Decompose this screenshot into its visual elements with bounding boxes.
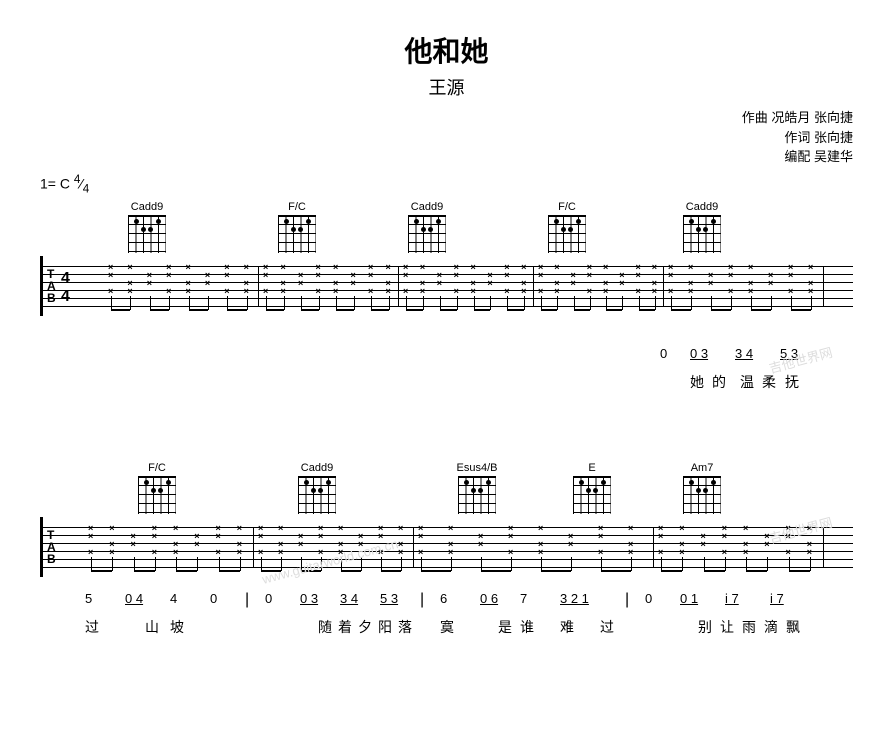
jianpu-number: 0 4 <box>125 591 143 606</box>
lyric-char: 落 <box>398 617 412 637</box>
jianpu-number: 0 1 <box>680 591 698 606</box>
jianpu-number: 5 <box>85 591 92 606</box>
jianpu-number: 7 <box>520 591 527 606</box>
lyric-char: 雨 <box>742 617 756 637</box>
lyric-char: 山 <box>145 617 159 637</box>
lyric-row-1: 她的温柔抚 <box>40 372 853 412</box>
lyric-char: 谁 <box>520 617 534 637</box>
lyric-char: 夕 <box>358 617 372 637</box>
number-row-1: 0 0 3 3 4 5 3 <box>40 346 853 366</box>
jianpu-number: | <box>625 591 629 609</box>
jianpu-number: 0 <box>210 591 217 606</box>
chord-grid <box>128 215 166 253</box>
jianpu-number: 3 4 <box>735 346 753 361</box>
jianpu-number: 0 <box>660 346 667 361</box>
song-title: 他和她 <box>40 30 853 70</box>
composer-label: 作曲 <box>742 110 768 125</box>
tab-staff-2: T A B ××××××××××××××××××××××××××××××××××… <box>40 517 853 577</box>
lyric-row-2: 过 山坡 随着夕阳落 寞 是谁 难 过 别让雨滴飘 <box>40 617 853 657</box>
chord-name: E <box>570 462 614 474</box>
jianpu-number: 0 <box>265 591 272 606</box>
number-row-2: 5 0 4 4 0 | 0 0 3 3 4 5 3 | 6 0 6 7 3 2 1 | 0 0 1 i 7 i 7 <box>40 591 853 611</box>
chord-grid <box>683 476 721 514</box>
chord-name: Cadd9 <box>680 201 724 213</box>
chord-diagram: Esus4/B <box>455 462 499 514</box>
lyric-char: 让 <box>720 617 734 637</box>
chord-name: F/C <box>135 462 179 474</box>
chord-name: Am7 <box>680 462 724 474</box>
chord-grid <box>573 476 611 514</box>
chord-name: Esus4/B <box>455 462 499 474</box>
jianpu-number: i 7 <box>725 591 739 606</box>
lyric-char: 寞 <box>440 617 454 637</box>
jianpu-number: 5 3 <box>380 591 398 606</box>
chord-grid <box>408 215 446 253</box>
chord-grid <box>548 215 586 253</box>
chord-diagram: F/C <box>135 462 179 514</box>
chord-diagram: Cadd9 <box>295 462 339 514</box>
jianpu-number: 3 2 1 <box>560 591 589 606</box>
chord-grid <box>683 215 721 253</box>
lyric-char: 是 <box>498 617 512 637</box>
arranger-name: 吴建华 <box>814 149 853 164</box>
lyric-char: 柔 <box>762 372 776 392</box>
chord-grid <box>138 476 176 514</box>
composer-name: 况皓月 张向捷 <box>771 110 853 125</box>
jianpu-number: 0 6 <box>480 591 498 606</box>
chord-diagram: F/C <box>545 201 589 253</box>
artist-name: 王源 <box>40 74 853 100</box>
lyric-char: 阳 <box>378 617 392 637</box>
chord-diagram: Am7 <box>680 462 724 514</box>
lyric-char: 坡 <box>170 617 184 637</box>
chord-name: F/C <box>545 201 589 213</box>
system-2: F/C Cadd9 Esus4/B E Am7 T A B ××××××××××××××… <box>40 462 853 657</box>
lyric-char: 着 <box>338 617 352 637</box>
jianpu-number: 4 <box>170 591 177 606</box>
jianpu-number: 3 4 <box>340 591 358 606</box>
chord-grid <box>458 476 496 514</box>
chord-diagram: Cadd9 <box>680 201 724 253</box>
lyricist-name: 张向捷 <box>814 130 853 145</box>
jianpu-number: 0 <box>645 591 652 606</box>
chord-name: Cadd9 <box>405 201 449 213</box>
chord-name: Cadd9 <box>295 462 339 474</box>
chord-diagram: F/C <box>275 201 319 253</box>
jianpu-number: | <box>245 591 249 609</box>
chord-row-1: Cadd9 F/C Cadd9 F/C Cadd9 <box>40 201 853 256</box>
system-1: Cadd9 F/C Cadd9 F/C Cadd9 T A B 4 4 ××××××××… <box>40 201 853 412</box>
chord-diagram: E <box>570 462 614 514</box>
chord-diagram: Cadd9 <box>125 201 169 253</box>
chord-diagram: Cadd9 <box>405 201 449 253</box>
lyric-char: 别 <box>698 617 712 637</box>
chord-name: Cadd9 <box>125 201 169 213</box>
lyric-char: 过 <box>85 617 99 637</box>
lyric-char: 温 <box>740 372 754 392</box>
lyric-char: 过 <box>600 617 614 637</box>
jianpu-number: | <box>420 591 424 609</box>
jianpu-number: i 7 <box>770 591 784 606</box>
credits-block: 作曲 况皓月 张向捷 作词 张向捷 编配 吴建华 <box>40 108 853 167</box>
chord-name: F/C <box>275 201 319 213</box>
chord-grid <box>298 476 336 514</box>
lyric-char: 飘 <box>786 617 800 637</box>
chord-row-2: F/C Cadd9 Esus4/B E Am7 <box>40 462 853 517</box>
lyric-char: 随 <box>318 617 332 637</box>
key-signature: 1= C 4⁄4 <box>40 173 853 195</box>
jianpu-number: 0 3 <box>300 591 318 606</box>
lyric-char: 她 <box>690 372 704 392</box>
tab-staff-1: T A B 4 4 ××××××××××××××××××××××××××××××… <box>40 256 853 316</box>
lyric-char: 的 <box>712 372 726 392</box>
lyric-char: 抚 <box>785 372 799 392</box>
jianpu-number: 6 <box>440 591 447 606</box>
chord-grid <box>278 215 316 253</box>
lyricist-label: 作词 <box>784 130 810 145</box>
lyric-char: 滴 <box>764 617 778 637</box>
jianpu-number: 0 3 <box>690 346 708 361</box>
arranger-label: 编配 <box>784 149 810 164</box>
lyric-char: 难 <box>560 617 574 637</box>
jianpu-number: 5 3 <box>780 346 798 361</box>
